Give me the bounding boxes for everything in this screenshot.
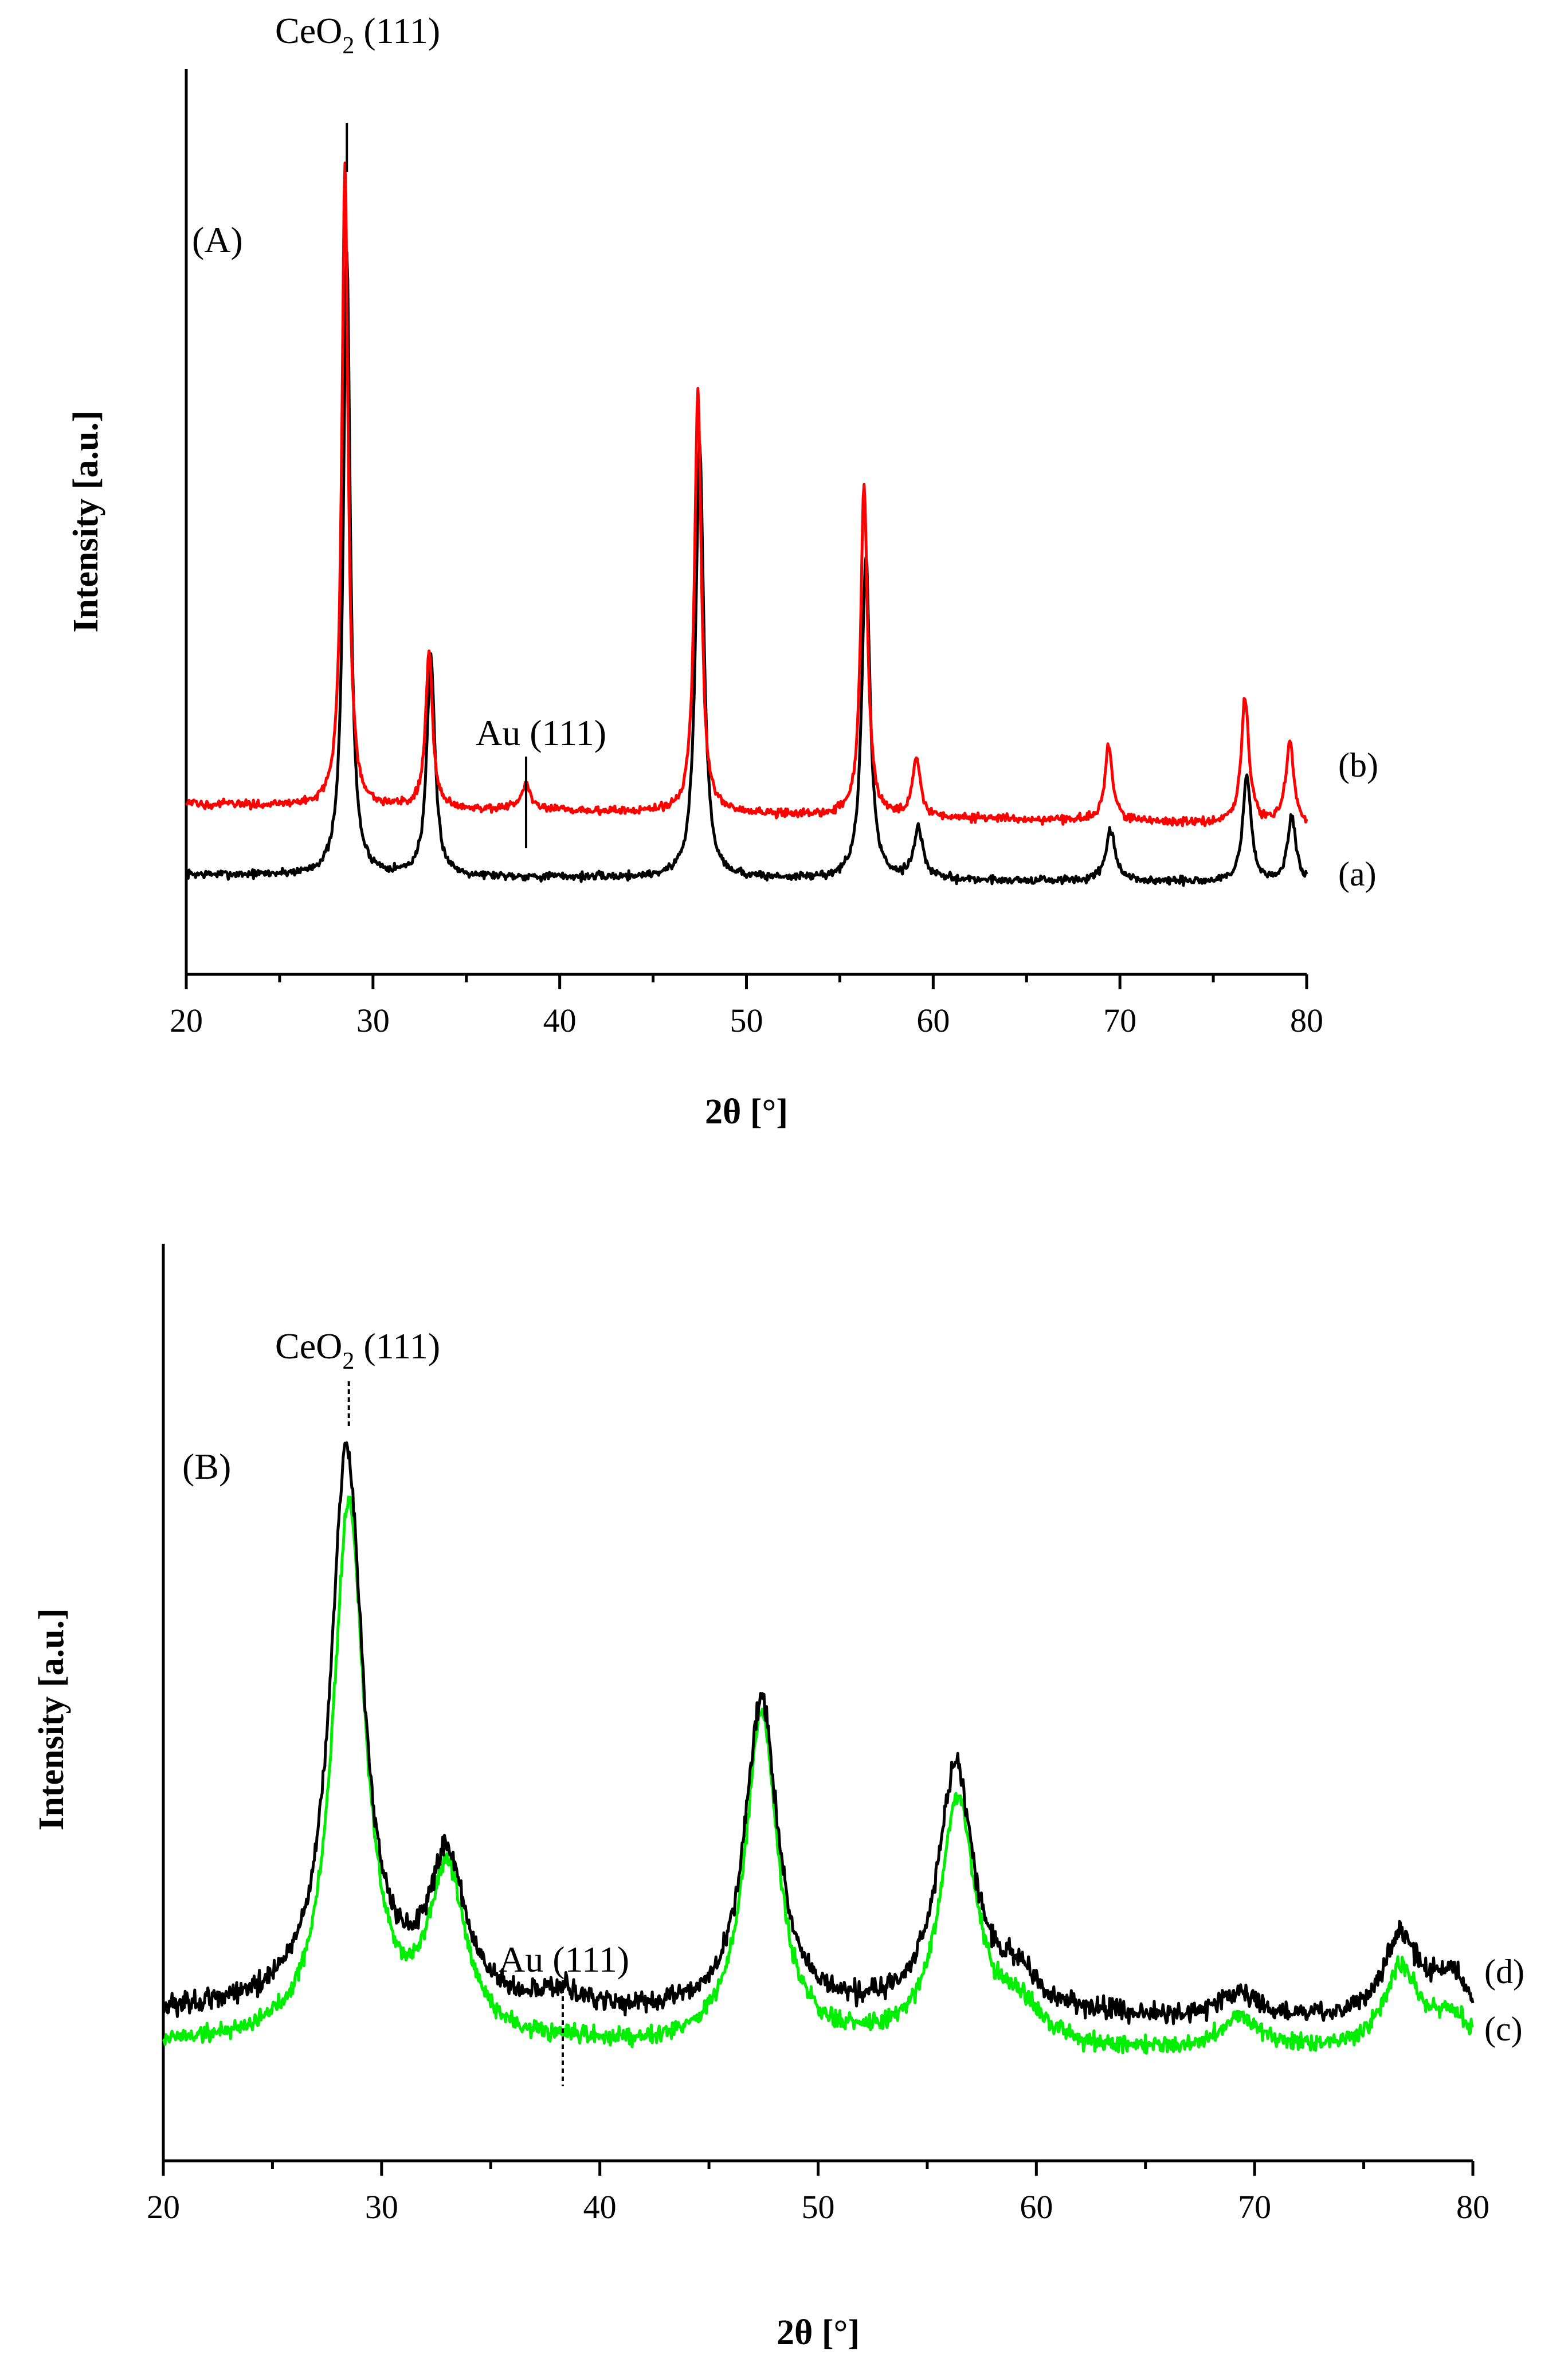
series-trace-a: [186, 251, 1308, 887]
x-tick-label: 80: [1290, 1002, 1323, 1039]
y-axis-title: Intensity [a.u.]: [32, 1608, 71, 1831]
series-label-b: (b): [1338, 746, 1378, 784]
x-tick-label: 20: [170, 1002, 203, 1039]
x-tick-label: 30: [356, 1002, 390, 1039]
x-axis-title: 2θ [°]: [777, 2313, 860, 2352]
series-label-d: (d): [1484, 1953, 1524, 1991]
x-tick-label: 30: [365, 2188, 398, 2226]
annotation-label: CeO2 (111): [275, 10, 440, 59]
x-tick-label: 70: [1103, 1002, 1136, 1039]
series-label-a: (a): [1338, 855, 1377, 893]
series-label-c: (c): [1484, 2010, 1523, 2048]
x-tick-label: 50: [802, 2188, 835, 2226]
x-tick-label: 70: [1238, 2188, 1271, 2226]
x-tick-label: 50: [730, 1002, 763, 1039]
annotation-label: Au (111): [476, 712, 606, 753]
x-tick-label: 80: [1456, 2188, 1489, 2226]
series-trace-d: [162, 1441, 1475, 2026]
panel-a-chart: 20 30 40 50 60 70 80 2θ [°] Intensity [a.u.] (A) (…: [66, 10, 1378, 1131]
annotation-label: CeO2 (111): [275, 1326, 440, 1374]
x-axis-title: 2θ [°]: [705, 1092, 788, 1131]
x-tick-label: 40: [583, 2188, 617, 2226]
panel-b-chart: 20 30 40 50 60 70 80 2θ [°] Intensity [a.u.] (B) (…: [32, 1244, 1524, 2352]
x-tick-label: 60: [1020, 2188, 1053, 2226]
panel-label: (B): [182, 1446, 231, 1487]
annotation-label: Au (111): [499, 1939, 629, 1980]
panel-label: (A): [192, 220, 243, 260]
x-tick-label: 60: [916, 1002, 950, 1039]
y-axis-title: Intensity [a.u.]: [66, 410, 105, 633]
series-trace-b: [185, 161, 1308, 828]
series-trace-c: [162, 1495, 1474, 2055]
x-tick-label: 40: [543, 1002, 577, 1039]
x-tick-label: 20: [147, 2188, 180, 2226]
